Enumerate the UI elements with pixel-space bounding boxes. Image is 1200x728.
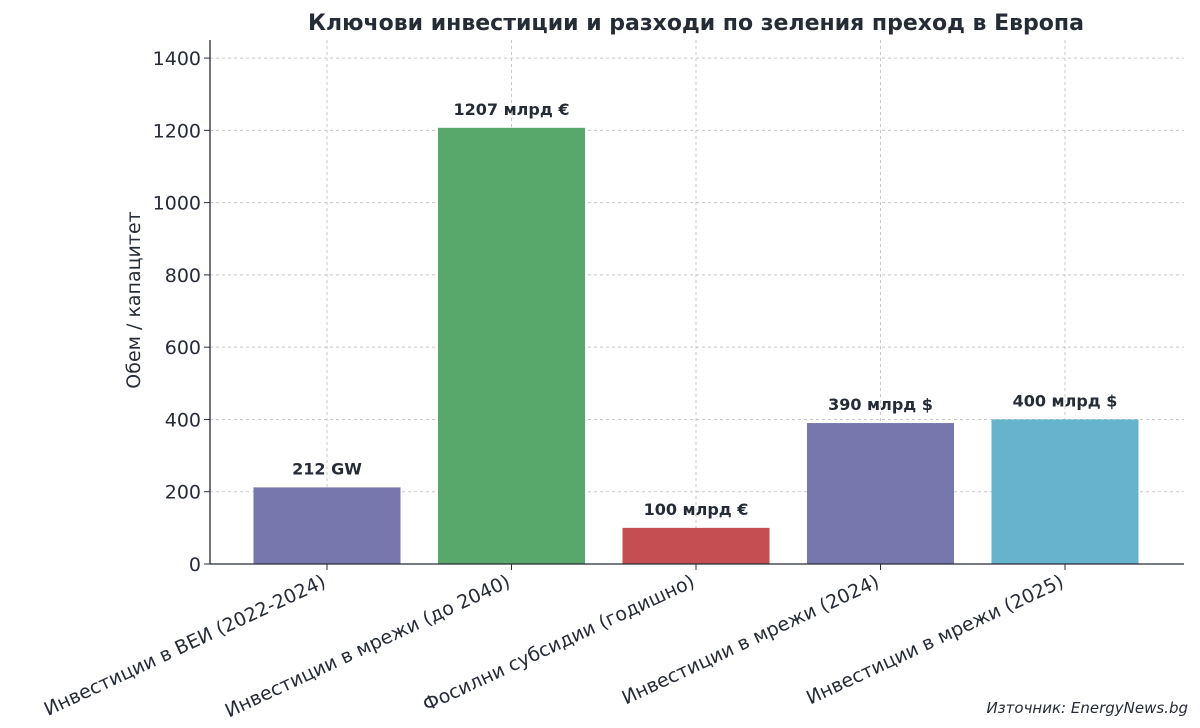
data-label-3: 100 млрд € [644,500,749,519]
y-tick-label: 600 [165,337,201,359]
bar-4 [807,423,954,564]
y-tick-label: 0 [189,554,201,576]
data-label-4: 390 млрд $ [828,395,933,414]
y-tick-label: 1000 [153,193,201,215]
bars-layer [253,127,1139,564]
bar-1 [253,487,401,564]
bar-2 [438,127,585,564]
y-tick-label: 400 [165,409,201,431]
data-label-2: 1207 млрд € [454,100,570,119]
grid-layer [210,40,1184,564]
axes-layer [204,40,1184,570]
bar-3 [622,527,770,564]
chart-title: Ключови инвестиции и разходи по зеления … [308,11,1084,36]
bar-5 [991,419,1139,564]
y-axis-label: Обем / капацитет [123,211,145,388]
x-tick-label-1: Инвестиции в ВЕИ (2022-2024) [41,571,329,721]
y-tick-label: 200 [165,482,201,504]
y-tick-label: 800 [165,265,201,287]
x-tick-label-2: Инвестиции в мрежи (до 2040) [222,571,514,723]
y-tick-label: 1400 [153,48,201,70]
data-label-5: 400 млрд $ [1013,391,1118,410]
y-tick-label: 1200 [153,120,201,142]
data-label-1: 212 GW [292,459,362,478]
source-note: Източник: EnergyNews.bg [986,699,1188,717]
